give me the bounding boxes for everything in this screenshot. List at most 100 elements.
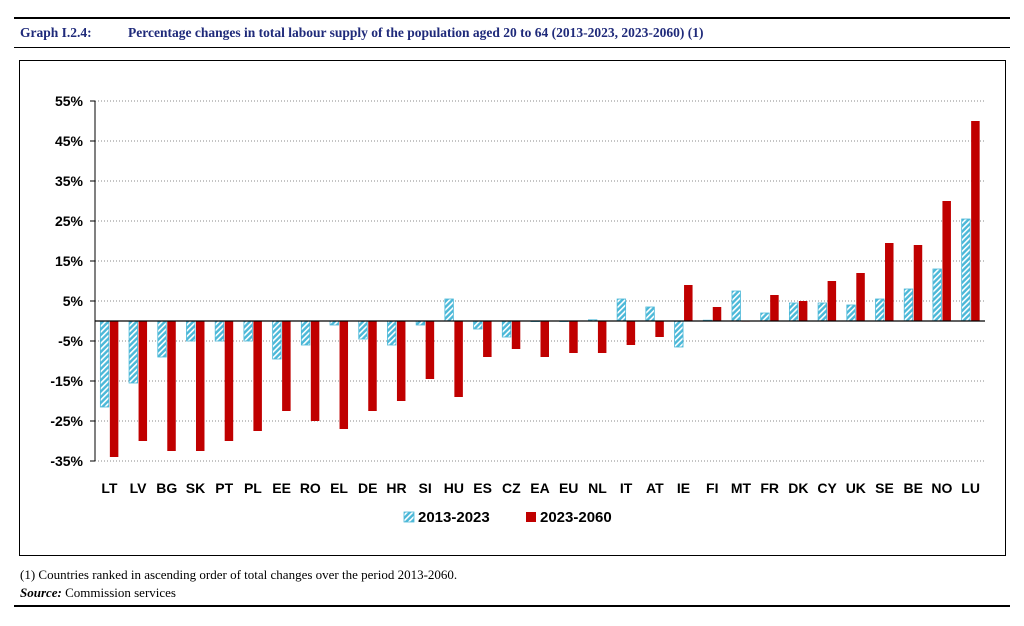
bottom-rule bbox=[14, 605, 1010, 607]
x-tick-label: AT bbox=[646, 480, 664, 496]
bar-2023-2060-DE bbox=[368, 321, 377, 411]
y-tick-label: -15% bbox=[50, 373, 83, 389]
y-tick-label: 55% bbox=[55, 93, 84, 109]
bar-2023-2060-CZ bbox=[511, 321, 521, 349]
bar-2013-2023-IE bbox=[674, 320, 684, 348]
bar-2023-2060-PT bbox=[224, 321, 234, 441]
x-tick-label: SE bbox=[875, 480, 894, 496]
legend-swatch-2013-2023 bbox=[403, 511, 415, 523]
source-text: Commission services bbox=[65, 585, 176, 600]
x-tick-label: DE bbox=[358, 480, 377, 496]
y-tick-label: -35% bbox=[50, 453, 83, 469]
y-tick-label: -25% bbox=[50, 413, 83, 429]
x-tick-label: EU bbox=[559, 480, 578, 496]
x-tick-label: NO bbox=[931, 480, 952, 496]
bar-2013-2023-FR bbox=[760, 312, 770, 322]
bar-2023-2060-DK bbox=[798, 301, 808, 321]
bar-2013-2023-BG bbox=[157, 320, 167, 358]
bars-layer bbox=[99, 121, 980, 457]
y-tick-label: -5% bbox=[58, 333, 83, 349]
bar-2013-2023-EE bbox=[272, 320, 282, 360]
legend-label-2013-2023: 2013-2023 bbox=[418, 509, 490, 526]
x-tick-label: IT bbox=[620, 480, 633, 496]
bar-2023-2060-AT bbox=[655, 321, 664, 337]
x-tick-label: MT bbox=[731, 480, 752, 496]
x-tick-label: PL bbox=[244, 480, 262, 496]
bar-2023-2060-BG bbox=[167, 321, 176, 451]
legend-swatch-2023-2060 bbox=[526, 512, 536, 522]
x-tick-label: HU bbox=[444, 480, 464, 496]
y-tick-label: 5% bbox=[63, 293, 84, 309]
y-tick-label: 15% bbox=[55, 253, 84, 269]
bar-2013-2023-LT bbox=[99, 320, 110, 408]
bar-2023-2060-HR bbox=[396, 321, 406, 401]
bar-2013-2023-SE bbox=[875, 298, 885, 322]
bar-2013-2023-BE bbox=[903, 288, 914, 322]
bar-2023-2060-PL bbox=[253, 321, 262, 431]
bar-2023-2060-FR bbox=[770, 295, 779, 321]
bar-2023-2060-EL bbox=[339, 321, 349, 429]
bar-2013-2023-UK bbox=[846, 304, 856, 322]
bar-2023-2060-NL bbox=[597, 321, 607, 353]
bar-2013-2023-PT bbox=[214, 320, 225, 342]
x-tick-label: NL bbox=[588, 480, 607, 496]
y-tick-label: 45% bbox=[55, 133, 84, 149]
x-tick-label: DK bbox=[788, 480, 808, 496]
x-tick-label: BE bbox=[903, 480, 922, 496]
chart-frame: -35% -25% -15% -5% 5% 15% 25% 35% 45% 55% LT LV BG SK… bbox=[19, 60, 1006, 556]
bar-chart: -35% -25% -15% -5% 5% 15% 25% 35% 45% 55% LT LV BG SK… bbox=[50, 93, 985, 526]
bar-2023-2060-SE bbox=[885, 243, 894, 321]
bar-2023-2060-SK bbox=[195, 321, 205, 451]
bar-2023-2060-SI bbox=[425, 321, 435, 379]
bar-2013-2023-PL bbox=[243, 320, 253, 342]
x-tick-label: UK bbox=[846, 480, 866, 496]
x-tick-label: ES bbox=[473, 480, 492, 496]
y-tick-label: 25% bbox=[55, 213, 84, 229]
graph-header: Graph I.2.4: Percentage changes in total … bbox=[20, 25, 704, 41]
bar-2013-2023-ES bbox=[473, 320, 483, 330]
grid-layer bbox=[95, 100, 985, 462]
top-rule bbox=[14, 17, 1010, 19]
x-tick-label: BG bbox=[156, 480, 177, 496]
bar-2013-2023-LV bbox=[128, 320, 138, 384]
x-tick-label: FR bbox=[760, 480, 779, 496]
bar-2013-2023-DE bbox=[358, 320, 368, 340]
bar-2013-2023-IT bbox=[616, 298, 627, 322]
bar-2023-2060-ES bbox=[483, 321, 492, 357]
y-tick-label: 35% bbox=[55, 173, 84, 189]
graph-title: Percentage changes in total labour suppl… bbox=[128, 25, 704, 40]
bar-2023-2060-IT bbox=[626, 321, 636, 345]
bar-2013-2023-LU bbox=[961, 218, 971, 322]
bar-2023-2060-EU bbox=[569, 321, 578, 353]
bar-2023-2060-LT bbox=[109, 321, 119, 457]
bar-2013-2023-AT bbox=[645, 306, 655, 322]
x-tick-label: RO bbox=[300, 480, 321, 496]
bar-2023-2060-RO bbox=[310, 321, 320, 421]
x-tick-label: CY bbox=[817, 480, 837, 496]
x-tick-label: EA bbox=[530, 480, 549, 496]
x-tick-label: EE bbox=[272, 480, 291, 496]
bar-2023-2060-BE bbox=[913, 245, 923, 321]
bar-2023-2060-IE bbox=[684, 285, 693, 321]
source-line: Source: Commission services bbox=[20, 584, 457, 602]
legend: 2013-2023 2023-2060 bbox=[403, 509, 612, 526]
axis-layer: -35% -25% -15% -5% 5% 15% 25% 35% 45% 55% LT LV BG SK… bbox=[50, 93, 985, 496]
bar-2013-2023-DK bbox=[788, 302, 799, 322]
x-tick-label: HR bbox=[386, 480, 406, 496]
bar-2023-2060-FI bbox=[712, 307, 722, 321]
notes: (1) Countries ranked in ascending order … bbox=[20, 566, 457, 602]
bar-2013-2023-SK bbox=[186, 320, 196, 342]
x-tick-label: FI bbox=[706, 480, 718, 496]
x-tick-label: LV bbox=[130, 480, 148, 496]
x-tick-label: IE bbox=[677, 480, 690, 496]
source-label: Source: bbox=[20, 585, 62, 600]
bar-2023-2060-LV bbox=[138, 321, 148, 441]
bar-2023-2060-UK bbox=[856, 273, 865, 321]
bar-2023-2060-EA bbox=[540, 321, 549, 357]
bar-2013-2023-HR bbox=[387, 320, 397, 346]
bar-2023-2060-CY bbox=[827, 281, 837, 321]
bar-2023-2060-HU bbox=[454, 321, 463, 397]
x-tick-label: SK bbox=[186, 480, 205, 496]
x-tick-label: PT bbox=[215, 480, 233, 496]
header-rule bbox=[14, 47, 1010, 48]
